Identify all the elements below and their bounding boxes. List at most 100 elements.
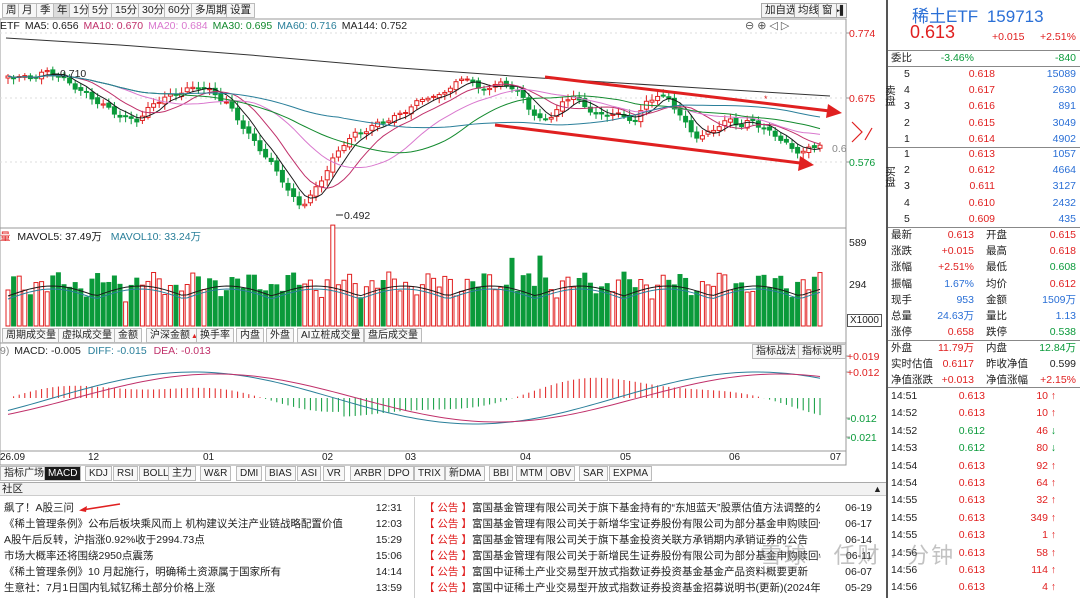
volume-tab-1[interactable]: 虚拟成交量	[58, 328, 116, 343]
sell-row[interactable]: 2 0.615 3049	[889, 115, 1080, 132]
announcement-item[interactable]: 【 公告 】富国基金管理有限公司关于旗下基金持有的“东旭蓝天”股票估值方法调整的…	[424, 501, 872, 516]
buy-row[interactable]: 4 0.610 2432	[889, 195, 1080, 212]
candle-body	[184, 87, 190, 93]
indicator-tab-13[interactable]: TRIX	[414, 466, 445, 481]
indicator-tab-19[interactable]: EXPMA	[609, 466, 653, 481]
candle-body	[453, 81, 459, 91]
volume-bar	[772, 278, 778, 327]
indicator-tab-6[interactable]: W&R	[200, 466, 232, 481]
volume-bar	[375, 287, 381, 327]
volume-bar	[487, 274, 493, 327]
sell-row[interactable]: 4 0.617 2630	[889, 82, 1080, 99]
stat-label: 总量	[891, 310, 912, 322]
announcement-item[interactable]: 【 公告 】富国中证稀土产业交易型开放式指数证券投资基金招募说明书(更新)(20…	[424, 581, 872, 596]
community-collapse-icon[interactable]: ▲	[873, 484, 882, 494]
volume-bar	[767, 287, 773, 327]
volume-tab-4[interactable]: 换手率	[196, 328, 234, 343]
indicator-tab-12[interactable]: DPO	[384, 466, 414, 481]
announcement-item[interactable]: 【 公告 】富国基金管理有限公司关于新增华宝证券股份有限公司为部分基金申购赎回代…	[424, 517, 872, 532]
ma-4: MA60: 0.716	[277, 20, 337, 32]
tick-row: 14:53 0.612 80 ↓	[889, 440, 1080, 457]
period-7[interactable]: 30分	[138, 3, 169, 18]
right-button-2[interactable]: 窗	[818, 3, 837, 18]
indicator-tab-9[interactable]: ASI	[297, 466, 322, 481]
month-label-5: 04	[520, 452, 532, 463]
divider	[888, 340, 1080, 341]
period-10[interactable]: 设置	[226, 3, 255, 18]
community-tab[interactable]: 社区	[2, 483, 23, 495]
indicator-help-button[interactable]: 指标说明	[798, 344, 846, 359]
news-item[interactable]: 生意社：7月1日国内钆铽钇稀土部分价格上涨 13:59	[4, 581, 402, 596]
buy-row[interactable]: 5 0.609 435	[889, 211, 1080, 228]
candle-body	[72, 83, 78, 90]
indicator-tab-11[interactable]: ARBR	[350, 466, 386, 481]
period-8[interactable]: 60分	[164, 3, 195, 18]
tick-volume: 4	[1042, 581, 1048, 594]
volume-bar	[16, 275, 22, 327]
indicator-tab-7[interactable]: DMI	[236, 466, 263, 481]
buy-row[interactable]: 3 0.611 3127	[889, 178, 1080, 195]
stat-label: 涨停	[891, 326, 912, 339]
chart-nav-icons[interactable]: ⊖⊕◁▷	[745, 20, 793, 32]
stat-label-2: 跌停	[986, 326, 1007, 339]
strategy-button[interactable]: 指标战法	[752, 344, 800, 359]
period-6[interactable]: 15分	[111, 3, 142, 18]
indicator-tab-17[interactable]: OBV	[546, 466, 576, 481]
volume-tab-0[interactable]: 周期成交量	[2, 328, 60, 343]
volume-bar	[750, 290, 756, 327]
indicator-tab-2[interactable]: KDJ	[85, 466, 112, 481]
indicator-tab-3[interactable]: RSI	[113, 466, 138, 481]
announcement-item[interactable]: 【 公告 】富国基金管理有限公司关于旗下基金投资关联方承销期内承销证券的公告 06…	[424, 533, 872, 548]
indicator-tab-15[interactable]: BBI	[489, 466, 514, 481]
volume-tab-3[interactable]: 沪深金额▲	[146, 328, 202, 343]
news-item[interactable]: 《稀土管理条例》10 月起施行，明确稀土资源属于国家所有 14:14	[4, 565, 402, 580]
right-button-0[interactable]: 加自选	[761, 3, 801, 18]
sell-row[interactable]: 3 0.616 891	[889, 98, 1080, 115]
indicator-tab-18[interactable]: SAR	[579, 466, 608, 481]
volume-tab-5[interactable]: 内盘	[236, 328, 264, 343]
indicator-tab-14[interactable]: 新DMA	[445, 466, 486, 481]
volume-tab-6[interactable]: 外盘	[266, 328, 294, 343]
right-button-1[interactable]: 均线	[794, 3, 823, 18]
indicator-tab-16[interactable]: MTM	[516, 466, 547, 481]
weibi-row: 委比 -3.46% -840	[889, 50, 1080, 67]
indicator-tab-0[interactable]: 指标广场	[0, 466, 48, 481]
volume-bar	[195, 276, 201, 327]
indicator-tab-8[interactable]: BIAS	[265, 466, 296, 481]
period-9[interactable]: 多周期	[191, 3, 231, 18]
announcement-item[interactable]: 【 公告 】富国中证稀土产业交易型开放式指数证券投资基金基金产品资料概要更新 06…	[424, 565, 872, 580]
period-2[interactable]: 季	[36, 3, 55, 18]
tick-time: 14:51	[891, 390, 918, 402]
candle-body	[778, 135, 784, 141]
month-label-1: 12	[88, 452, 100, 463]
volume-tab-2[interactable]: 金额	[114, 328, 142, 343]
sell-row[interactable]: 1 0.614 4902	[889, 131, 1080, 148]
arrow-up-icon: ↑	[1050, 477, 1056, 489]
order-volume: 4902	[1052, 132, 1076, 145]
news-item[interactable]: 市场大概率还将围绕2950点震荡 15:06	[4, 549, 402, 564]
news-item[interactable]: A股午后反转，沪指涨0.92%收于2994.73点 15:29	[4, 533, 402, 548]
tick-volume: 10	[1036, 407, 1048, 420]
sell-row[interactable]: 5 0.618 15089	[889, 66, 1080, 83]
red-arrow-icon	[79, 503, 121, 512]
buy-row[interactable]: 1 0.613 1057	[889, 146, 1080, 163]
volume-bar	[285, 275, 291, 327]
indicator-tab-5[interactable]: 主力	[168, 466, 196, 481]
volume-tab-7[interactable]: AI立桩成交量	[297, 328, 365, 343]
period-5[interactable]: 5分	[88, 3, 113, 18]
candle-body	[459, 78, 465, 81]
volume-tab-8[interactable]: 盘后成交量	[364, 328, 422, 343]
announcement-item[interactable]: 【 公告 】富国基金管理有限公司关于新增民生证券股份有限公司为部分基金申购赎回代…	[424, 549, 872, 564]
buy-row[interactable]: 2 0.612 4664	[889, 162, 1080, 179]
kline-chart[interactable]: *	[0, 0, 886, 466]
indicator-tab-1[interactable]: MACD	[44, 466, 82, 481]
announcement-title: 富国基金管理有限公司关于旗下基金持有的“东旭蓝天”股票估值方法调整的公告	[472, 502, 820, 514]
arrow-up-icon: ↑	[1050, 511, 1056, 524]
indicator-tab-10[interactable]: VR	[323, 466, 345, 481]
diff-line	[7, 371, 821, 425]
volume-bar	[229, 277, 235, 327]
news-item[interactable]: 《稀土管理条例》公布后板块乘风而上 机构建议关注产业链战略配置价值 12:03	[4, 517, 402, 532]
period-1[interactable]: 月	[18, 3, 37, 18]
news-item[interactable]: 飙了！A股三问 12:31	[4, 501, 402, 516]
